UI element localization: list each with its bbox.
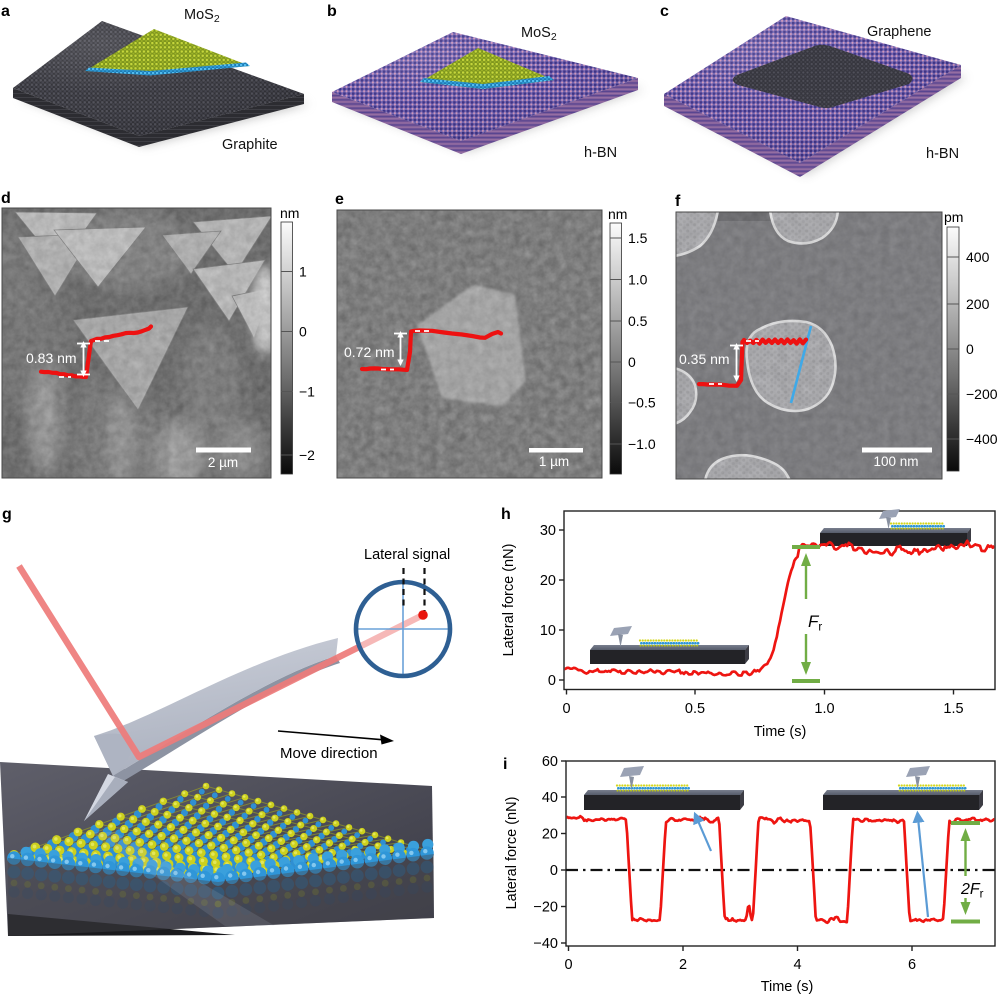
svg-text:−400: −400 xyxy=(966,431,998,447)
svg-text:0: 0 xyxy=(550,863,558,879)
svg-text:b: b xyxy=(327,3,337,20)
svg-text:0: 0 xyxy=(299,324,307,340)
svg-text:0: 0 xyxy=(564,957,572,973)
svg-text:MoS2: MoS2 xyxy=(521,25,557,43)
svg-text:2: 2 xyxy=(679,957,687,973)
svg-text:h: h xyxy=(501,506,511,523)
svg-text:2Fr: 2Fr xyxy=(960,881,984,901)
svg-text:0.5: 0.5 xyxy=(685,701,705,717)
svg-text:−2: −2 xyxy=(299,447,315,463)
svg-text:4: 4 xyxy=(793,957,801,973)
svg-text:pm: pm xyxy=(944,209,963,225)
svg-text:400: 400 xyxy=(966,249,990,265)
svg-text:1.5: 1.5 xyxy=(943,701,963,717)
svg-text:0: 0 xyxy=(548,673,556,689)
svg-text:Move direction: Move direction xyxy=(280,745,378,762)
svg-text:c: c xyxy=(660,3,669,20)
svg-text:0.72 nm: 0.72 nm xyxy=(344,344,395,360)
svg-text:1.0: 1.0 xyxy=(628,272,648,288)
svg-text:g: g xyxy=(2,506,12,523)
svg-text:200: 200 xyxy=(966,296,990,312)
svg-text:0.5: 0.5 xyxy=(628,313,648,329)
svg-text:0: 0 xyxy=(628,354,636,370)
svg-text:20: 20 xyxy=(540,573,556,589)
svg-text:6: 6 xyxy=(908,957,916,973)
svg-text:Graphene: Graphene xyxy=(867,24,932,40)
svg-text:0: 0 xyxy=(562,701,570,717)
svg-text:Lateral force (nN): Lateral force (nN) xyxy=(504,797,520,910)
svg-text:i: i xyxy=(503,756,507,773)
svg-text:e: e xyxy=(335,191,344,208)
svg-text:Graphite: Graphite xyxy=(222,137,278,153)
svg-text:−20: −20 xyxy=(533,900,558,916)
svg-text:20: 20 xyxy=(542,827,558,843)
svg-text:1 µm: 1 µm xyxy=(539,454,569,469)
svg-text:a: a xyxy=(1,3,10,20)
svg-text:−40: −40 xyxy=(533,936,558,952)
svg-text:h-BN: h-BN xyxy=(926,146,959,162)
svg-text:1.5: 1.5 xyxy=(628,230,648,246)
svg-text:nm: nm xyxy=(608,206,627,222)
svg-text:Time (s): Time (s) xyxy=(761,979,814,995)
svg-text:0: 0 xyxy=(966,341,974,357)
svg-text:−1: −1 xyxy=(299,384,315,400)
svg-text:Lateral force (nN): Lateral force (nN) xyxy=(501,544,517,657)
svg-text:MoS2: MoS2 xyxy=(184,7,220,25)
svg-text:0.83 nm: 0.83 nm xyxy=(26,350,77,366)
svg-text:30: 30 xyxy=(540,523,556,539)
svg-text:10: 10 xyxy=(540,623,556,639)
svg-text:d: d xyxy=(1,190,11,207)
svg-text:1: 1 xyxy=(299,264,307,280)
svg-text:1.0: 1.0 xyxy=(814,701,834,717)
svg-text:Lateral signal: Lateral signal xyxy=(364,547,450,563)
svg-text:60: 60 xyxy=(542,754,558,770)
svg-text:f: f xyxy=(675,193,681,210)
svg-text:−0.5: −0.5 xyxy=(628,395,656,411)
svg-text:−1.0: −1.0 xyxy=(628,436,656,452)
svg-text:0.35 nm: 0.35 nm xyxy=(679,351,730,367)
svg-text:h-BN: h-BN xyxy=(584,145,617,161)
svg-text:2 µm: 2 µm xyxy=(208,455,238,470)
svg-text:100 nm: 100 nm xyxy=(873,454,918,469)
svg-text:Time (s): Time (s) xyxy=(754,724,807,740)
svg-text:40: 40 xyxy=(542,790,558,806)
svg-text:nm: nm xyxy=(280,205,299,221)
svg-text:−200: −200 xyxy=(966,386,998,402)
